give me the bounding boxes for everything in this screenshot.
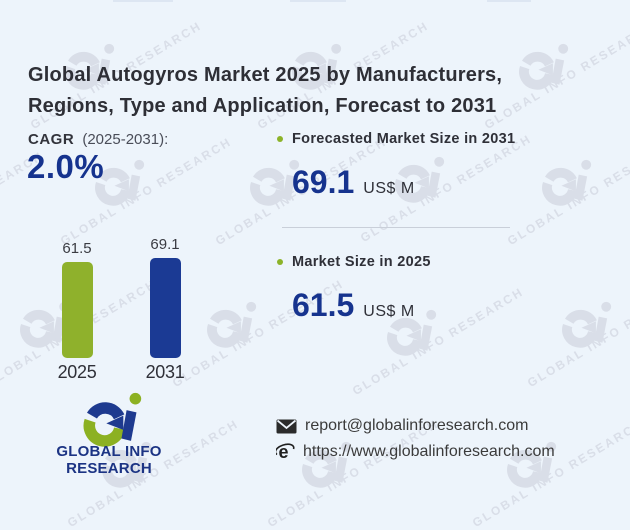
green-dot-icon [277, 259, 283, 265]
watermark-tile: GLOBAL INFO RESEARCH [58, 134, 235, 249]
cropped-artifact [113, 0, 173, 2]
email-row: report@globalinforesearch.com [276, 417, 555, 435]
bar-group-2031: 69.1 2031 [133, 236, 197, 383]
watermark-layer: GLOBAL INFO RESEARCH GLOBAL INFO RESEARCH… [0, 18, 630, 530]
cropped-artifact [487, 0, 531, 2]
bar-category-label-2025: 2025 [57, 362, 97, 382]
website-row: e https://www.globalinforesearch.com [276, 442, 555, 461]
stat-forecast-label: Forecasted Market Size in 2031 [292, 131, 516, 147]
bar-value-label-2031: 69.1 [150, 236, 180, 253]
contact-block: report@globalinforesearch.com e https://… [276, 417, 555, 461]
cagr-heading: CAGR (2025-2031): [28, 131, 168, 148]
bar-value-label-2025: 61.5 [62, 239, 92, 257]
stat-market-unit: US$ M [363, 303, 415, 320]
watermark-tile: GLOBAL INFO RESEARCH [170, 276, 347, 391]
stat-forecast-2031: Forecasted Market Size in 2031 69.1 US$ … [277, 131, 515, 201]
watermark-tile: GLOBAL INFO RESEARCH [482, 18, 630, 133]
cropped-artifact [290, 0, 346, 2]
svg-text:e: e [279, 442, 289, 461]
stat-market-value: 61.5 [292, 287, 355, 323]
cagr-value: 2.0% [27, 148, 105, 185]
watermark-tile: GLOBAL INFO RESEARCH [213, 134, 390, 249]
watermark-tile: GLOBAL INFO RESEARCH [255, 18, 432, 133]
watermark-tile: GLOBAL INFO RESEARCH [65, 416, 242, 530]
stat-forecast-unit: US$ M [363, 180, 415, 197]
watermark-tile: GLOBAL INFO RESEARCH [470, 416, 630, 530]
title-line-2: Regions, Type and Application, Forecast … [28, 95, 497, 118]
title-line-1: Global Autogyros Market 2025 by Manufact… [28, 64, 503, 87]
page-title: Global Autogyros Market 2025 by Manufact… [28, 60, 502, 122]
stat-forecast-value: 69.1 [292, 164, 355, 200]
watermark-tile: GLOBAL INFO RESEARCH [505, 134, 630, 249]
divider [282, 227, 510, 228]
website-url[interactable]: https://www.globalinforesearch.com [303, 442, 555, 460]
cagr-period: (2025-2031): [82, 131, 169, 148]
watermark-tile: GLOBAL INFO RESEARCH [350, 284, 527, 399]
watermark-tile: GLOBAL INFO RESEARCH [525, 276, 630, 391]
watermark-tile: GLOBAL INFO RESEARCH [28, 18, 205, 133]
envelope-icon [276, 419, 297, 434]
infographic-root: Global Autogyros Market 2025 by Manufact… [27, 0, 555, 477]
watermark-tile: GLOBAL INFO RESEARCH [358, 131, 535, 246]
watermark-tile: GLOBAL INFO RESEARCH [265, 416, 442, 530]
bar-2025 [61, 261, 93, 358]
gi-logo-mark-icon [83, 392, 142, 447]
bar-group-2025: 61.5 2025 [45, 236, 109, 383]
stat-market-2025: Market Size in 2025 61.5 US$ M [277, 254, 431, 324]
green-dot-icon [277, 136, 283, 142]
bar-category-label-2031: 2031 [145, 362, 185, 382]
stat-market-label: Market Size in 2025 [292, 254, 431, 270]
bar-chart: 61.5 2025 69.1 2031 [45, 236, 197, 383]
browser-e-icon: e [276, 442, 295, 461]
bar-2031 [149, 258, 181, 358]
cagr-label: CAGR [28, 131, 75, 148]
logo-text: GLOBAL INFO RESEARCH [56, 443, 162, 477]
email-address[interactable]: report@globalinforesearch.com [305, 417, 529, 434]
